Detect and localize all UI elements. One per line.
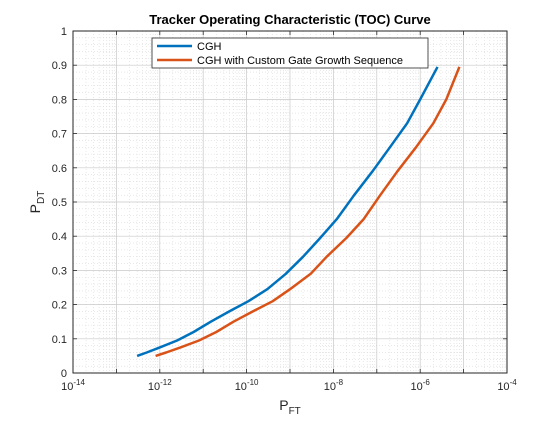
y-tick-label: 0.6 bbox=[52, 163, 67, 175]
legend-box bbox=[151, 37, 429, 69]
y-tick-label: 0.5 bbox=[52, 197, 67, 209]
x-axis-label-sub: FT bbox=[289, 406, 301, 417]
legend-label-cgh-custom: CGH with Custom Gate Growth Sequence bbox=[197, 55, 403, 67]
series-line-1 bbox=[155, 66, 461, 358]
x-axis-label: PFT bbox=[279, 397, 301, 417]
x-tick-label: 10-8 bbox=[324, 378, 344, 393]
x-tick-label-base: 10 bbox=[497, 381, 509, 393]
x-tick-label-base: 10 bbox=[61, 381, 73, 393]
x-tick-label-base: 10 bbox=[148, 381, 160, 393]
y-tick-labels: 0 0.1 0.2 0.3 0.4 0.5 0.6 0.7 0.8 0.9 1 bbox=[52, 26, 67, 380]
x-tick-label: 10-6 bbox=[411, 378, 431, 393]
legend: CGH CGH with Custom Gate Growth Sequence bbox=[151, 37, 429, 69]
y-tick-label: 0.2 bbox=[52, 300, 67, 312]
y-tick-label: 0.7 bbox=[52, 129, 67, 141]
y-axis-label-sub: DT bbox=[36, 191, 47, 204]
ticks-layer bbox=[72, 30, 508, 374]
x-tick-label-exponent: -4 bbox=[510, 378, 518, 387]
series-layer bbox=[136, 66, 461, 358]
chart-title: Tracker Operating Characteristic (TOC) C… bbox=[149, 12, 431, 27]
x-tick-label-exponent: -8 bbox=[336, 378, 344, 387]
x-tick-label-base: 10 bbox=[411, 381, 423, 393]
x-tick-label: 10-10 bbox=[235, 378, 259, 393]
y-tick-label: 1 bbox=[61, 26, 67, 38]
y-tick-label: 0.1 bbox=[52, 334, 67, 346]
x-axis-label-main: P bbox=[279, 397, 288, 413]
x-tick-label-exponent: -12 bbox=[160, 378, 172, 387]
x-tick-labels: 10-14 10-12 10-10 10-8 10-6 10-4 bbox=[61, 378, 517, 393]
y-tick-label: 0.9 bbox=[52, 60, 67, 72]
series-line-0 bbox=[136, 66, 439, 358]
y-axis-label: PDT bbox=[27, 191, 47, 214]
y-axis-label-main: P bbox=[27, 204, 43, 213]
x-tick-label-exponent: -6 bbox=[423, 378, 431, 387]
x-tick-label: 10-14 bbox=[61, 378, 85, 393]
legend-label-cgh: CGH bbox=[197, 41, 222, 53]
x-tick-label-exponent: -10 bbox=[247, 378, 259, 387]
x-tick-label: 10-12 bbox=[148, 378, 172, 393]
y-tick-label: 0.3 bbox=[52, 265, 67, 277]
x-tick-label-base: 10 bbox=[235, 381, 247, 393]
x-tick-label: 10-4 bbox=[497, 378, 517, 393]
y-tick-label: 0.4 bbox=[52, 231, 67, 243]
x-tick-label-base: 10 bbox=[324, 381, 336, 393]
y-tick-label: 0.8 bbox=[52, 94, 67, 106]
x-tick-label-exponent: -14 bbox=[73, 378, 85, 387]
y-tick-label: 0 bbox=[61, 368, 67, 380]
